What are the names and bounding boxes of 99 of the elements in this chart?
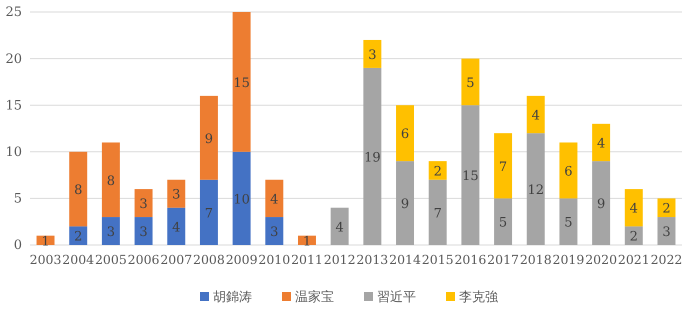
bar bbox=[134, 217, 153, 245]
data-label: 3 bbox=[139, 225, 148, 240]
bar bbox=[232, 12, 251, 152]
data-label: 4 bbox=[336, 220, 344, 236]
data-label: 5 bbox=[564, 216, 573, 231]
x-tick-label: 2017 bbox=[487, 252, 520, 267]
bar bbox=[396, 161, 414, 245]
y-tick-label: 0 bbox=[14, 238, 22, 254]
bar bbox=[494, 133, 512, 198]
legend-label: 温家宝 bbox=[295, 289, 334, 304]
data-label: 2 bbox=[74, 230, 82, 245]
x-tick-label: 2012 bbox=[324, 252, 356, 267]
data-label: 8 bbox=[106, 174, 116, 189]
data-label: 8 bbox=[74, 183, 82, 198]
x-tick-label: 2007 bbox=[160, 252, 192, 267]
bar bbox=[559, 142, 578, 198]
bar bbox=[102, 142, 120, 218]
data-label: 10 bbox=[233, 192, 250, 208]
x-tick-label: 2019 bbox=[552, 252, 584, 267]
data-label: 7 bbox=[204, 206, 214, 222]
bar bbox=[265, 180, 284, 218]
data-label: 9 bbox=[400, 197, 410, 212]
y-tick-label: 10 bbox=[5, 144, 22, 160]
x-tick-label: 2006 bbox=[128, 252, 160, 267]
y-tick-label: 15 bbox=[5, 98, 22, 114]
bar bbox=[494, 198, 512, 245]
data-label: 2 bbox=[630, 230, 638, 245]
bar bbox=[330, 208, 349, 245]
data-label: 4 bbox=[596, 136, 606, 152]
x-tick-label: 2018 bbox=[520, 252, 552, 267]
bar bbox=[102, 217, 120, 245]
bar bbox=[69, 226, 88, 245]
data-label: 3 bbox=[139, 197, 148, 212]
bar bbox=[69, 152, 88, 226]
y-tick-label: 5 bbox=[14, 192, 22, 207]
legend-label: 胡錦涛 bbox=[213, 289, 252, 304]
data-label: 3 bbox=[368, 48, 376, 63]
x-tick-label: 2005 bbox=[94, 252, 127, 267]
data-label: 4 bbox=[532, 108, 540, 124]
y-tick-label: 25 bbox=[5, 5, 22, 20]
data-label: 5 bbox=[498, 216, 508, 231]
bar bbox=[200, 180, 218, 245]
bar bbox=[461, 58, 480, 106]
data-label: 9 bbox=[204, 132, 214, 147]
x-tick-label: 2022 bbox=[650, 252, 682, 267]
x-tick-label: 2003 bbox=[30, 252, 62, 267]
x-tick-label: 2013 bbox=[356, 252, 388, 267]
data-label: 15 bbox=[462, 169, 479, 184]
bar bbox=[526, 133, 545, 245]
bar bbox=[363, 68, 382, 245]
data-label: 4 bbox=[630, 202, 638, 217]
bar bbox=[265, 217, 284, 245]
data-label: 4 bbox=[270, 192, 278, 208]
data-label: 9 bbox=[596, 197, 606, 212]
data-label: 3 bbox=[106, 225, 116, 240]
x-tick-label: 2016 bbox=[454, 252, 486, 267]
legend-label: 李克強 bbox=[459, 289, 498, 304]
bar bbox=[167, 208, 186, 245]
x-tick-label: 2011 bbox=[291, 252, 323, 267]
data-label: 6 bbox=[564, 164, 573, 180]
bar bbox=[624, 226, 643, 245]
data-label: 4 bbox=[172, 220, 180, 236]
x-tick-label: 2008 bbox=[193, 252, 225, 267]
data-label: 19 bbox=[364, 150, 381, 166]
x-tick-label: 2014 bbox=[389, 252, 421, 267]
bar bbox=[592, 124, 610, 162]
data-label: 7 bbox=[498, 160, 508, 175]
x-tick-label: 2009 bbox=[226, 252, 258, 267]
x-tick-label: 2020 bbox=[585, 252, 618, 267]
bar bbox=[657, 198, 676, 218]
bar bbox=[526, 96, 545, 134]
bar bbox=[363, 40, 382, 68]
x-tick-label: 2021 bbox=[618, 252, 650, 267]
bar bbox=[200, 96, 218, 180]
bar bbox=[428, 180, 447, 245]
data-label: 5 bbox=[466, 76, 475, 91]
data-label: 7 bbox=[434, 206, 442, 222]
data-label: 12 bbox=[527, 183, 544, 198]
data-label: 2 bbox=[662, 202, 671, 217]
data-label: 3 bbox=[662, 225, 671, 240]
x-tick-label: 2010 bbox=[258, 252, 290, 267]
bar bbox=[592, 161, 610, 245]
data-label: 6 bbox=[400, 127, 410, 142]
bar bbox=[559, 198, 578, 245]
data-label: 3 bbox=[270, 225, 278, 240]
bar bbox=[624, 189, 643, 226]
data-label: 15 bbox=[233, 76, 250, 91]
bar bbox=[134, 189, 153, 218]
bar bbox=[461, 105, 480, 245]
data-label: 2 bbox=[434, 164, 442, 180]
y-tick-label: 20 bbox=[5, 52, 22, 67]
x-tick-label: 2015 bbox=[422, 252, 454, 267]
legend-label: 習近平 bbox=[377, 289, 416, 304]
bar bbox=[657, 217, 676, 245]
bar bbox=[232, 152, 251, 245]
x-tick-label: 2004 bbox=[62, 252, 94, 267]
data-label: 3 bbox=[172, 188, 180, 203]
bar bbox=[396, 105, 414, 162]
bar bbox=[428, 161, 447, 180]
